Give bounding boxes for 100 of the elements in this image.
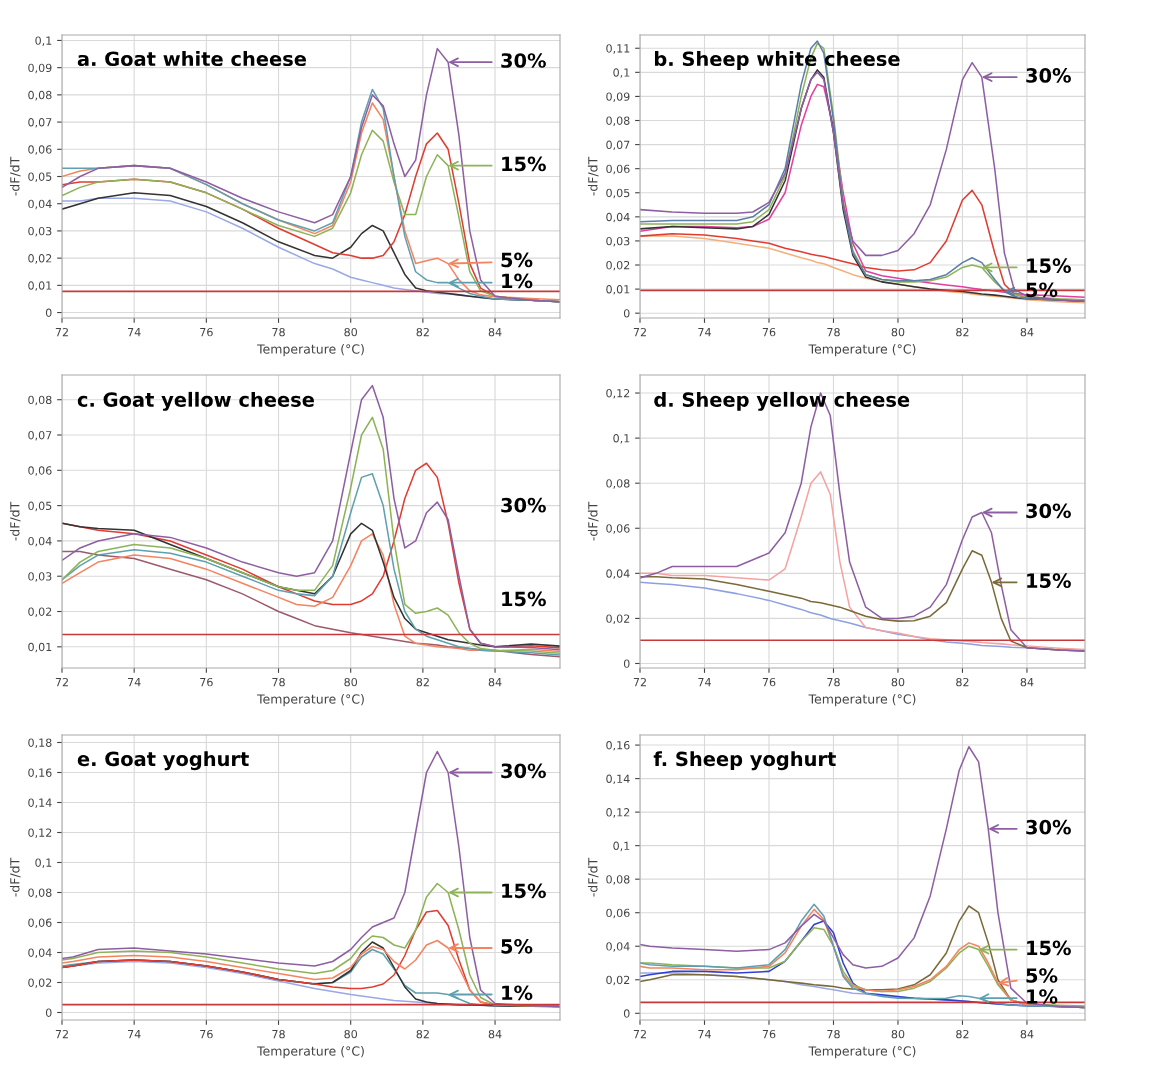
annotation: 5%: [501, 252, 533, 268]
x-tick-label: 82: [416, 677, 429, 687]
x-tick-label: 82: [416, 327, 429, 337]
annotation: 15%: [502, 883, 546, 899]
y-tick-label: 0,07: [606, 140, 630, 151]
y-tick-label: 0,1: [613, 68, 630, 78]
y-axis-title: -dF/dT: [587, 857, 599, 897]
y-tick-label: 0,08: [606, 479, 630, 489]
y-tick-label: 0,1: [35, 858, 52, 869]
x-tick-label: 78: [272, 1029, 285, 1039]
y-tick-label: 0: [623, 659, 630, 668]
x-tick-label: 78: [272, 677, 285, 687]
y-tick-label: 0,02: [28, 254, 52, 264]
x-tick-label: 84: [1020, 677, 1034, 687]
y-tick-label: 0,07: [28, 430, 52, 441]
x-tick-label: 72: [55, 677, 68, 687]
x-tick-label: 84: [1020, 1029, 1034, 1039]
x-tick-label: 80: [891, 327, 905, 337]
x-tick-label: 84: [488, 1029, 502, 1039]
y-tick-label: 0,16: [28, 768, 52, 779]
y-tick-label: 0,08: [28, 90, 52, 101]
y-tick-label: 0,14: [28, 798, 52, 809]
y-tick-label: 0,1: [35, 36, 52, 46]
x-tick-label: 72: [633, 327, 646, 337]
annotation: 15%: [1027, 940, 1071, 956]
y-axis-title: -dF/dT: [9, 156, 21, 196]
y-tick-label: 0,05: [28, 172, 52, 183]
y-tick-label: 0,08: [28, 888, 52, 899]
x-tick-label: 72: [55, 327, 68, 337]
y-tick-label: 0,01: [28, 642, 52, 653]
y-tick-label: 0,09: [28, 63, 52, 74]
y-tick-label: 0,04: [28, 199, 52, 210]
x-tick-label: 76: [762, 677, 776, 687]
y-tick-label: 0,06: [606, 164, 630, 175]
y-tick-label: 0,02: [606, 614, 630, 624]
y-tick-label: 0,18: [28, 738, 52, 749]
y-tick-label: 0: [623, 1009, 630, 1018]
x-tick-label: 72: [55, 1029, 68, 1039]
x-tick-label: 74: [128, 328, 141, 337]
text: d. Sheep yellow cheese: [654, 391, 910, 411]
y-tick-label: 0,05: [606, 188, 630, 199]
y-axis-title: -dF/dT: [587, 501, 599, 541]
annotation: 15%: [502, 156, 546, 172]
x-tick-label: 80: [891, 1029, 905, 1039]
x-tick-label: 74: [698, 328, 711, 337]
x-tick-label: 74: [128, 678, 141, 687]
annotation: 1%: [502, 985, 533, 1001]
y-tick-label: 0,06: [28, 466, 52, 476]
annotation: 15%: [1027, 258, 1071, 274]
y-tick-label: 0,02: [606, 260, 630, 271]
y-tick-label: 0,01: [28, 281, 52, 291]
x-tick-label: 82: [416, 1029, 429, 1039]
annotation: 1%: [1027, 989, 1058, 1004]
y-tick-label: 0,04: [606, 212, 630, 223]
x-tick-label: 84: [488, 327, 502, 337]
annotation: 30%: [1026, 503, 1071, 519]
y-tick-label: 0,02: [28, 607, 52, 618]
y-tick-label: 0,11: [606, 44, 630, 54]
y-tick-label: 0,08: [606, 116, 630, 127]
y-tick-label: 0,14: [606, 774, 630, 785]
y-tick-label: 0,06: [28, 145, 52, 155]
text: a. Goat white cheese: [77, 51, 307, 67]
x-tick-label: 72: [633, 677, 646, 687]
y-tick-label: 0: [45, 308, 52, 317]
annotation: 5%: [501, 938, 533, 954]
x-tick-label: 80: [891, 677, 905, 687]
x-tick-label: 76: [200, 677, 213, 687]
y-tick-label: 0,04: [606, 569, 630, 579]
y-axis-title: -dF/dT: [587, 156, 599, 196]
x-tick-label: 78: [827, 677, 840, 687]
x-axis-title: Temperature (°C): [808, 694, 916, 707]
x-tick-label: 82: [956, 1029, 969, 1039]
x-tick-label: 76: [200, 1029, 213, 1039]
x-tick-label: 78: [827, 1029, 840, 1039]
x-axis-title: Temperature (°C): [257, 694, 364, 707]
x-tick-label: 80: [344, 327, 358, 337]
y-tick-label: 0,1: [613, 434, 630, 444]
text: e. Goat yoghurt: [77, 751, 249, 771]
x-tick-label: 76: [762, 1029, 776, 1039]
x-tick-label: 74: [128, 1030, 141, 1039]
y-tick-label: 0: [45, 1008, 52, 1017]
y-tick-label: 0,02: [28, 978, 52, 989]
annotation: 30%: [501, 763, 546, 779]
annotation: 30%: [501, 497, 546, 513]
y-tick-label: 0,08: [28, 395, 52, 406]
x-tick-label: 78: [272, 327, 285, 337]
y-tick-label: 0,04: [28, 536, 52, 547]
y-axis-title: -dF/dT: [9, 501, 21, 541]
annotation: 15%: [502, 591, 546, 607]
annotation: 15%: [1027, 573, 1071, 588]
annotation: 1%: [502, 273, 533, 289]
y-axis-title: -dF/dT: [9, 857, 21, 897]
x-axis-title: Temperature (°C): [808, 1046, 916, 1059]
x-tick-label: 74: [698, 678, 711, 687]
x-tick-label: 82: [956, 327, 969, 337]
y-tick-label: 0,12: [28, 828, 52, 839]
y-tick-label: 0: [623, 309, 630, 318]
y-tick-label: 0,07: [28, 118, 52, 128]
text: c. Goat yellow cheese: [77, 391, 314, 411]
y-tick-label: 0,02: [606, 975, 630, 986]
